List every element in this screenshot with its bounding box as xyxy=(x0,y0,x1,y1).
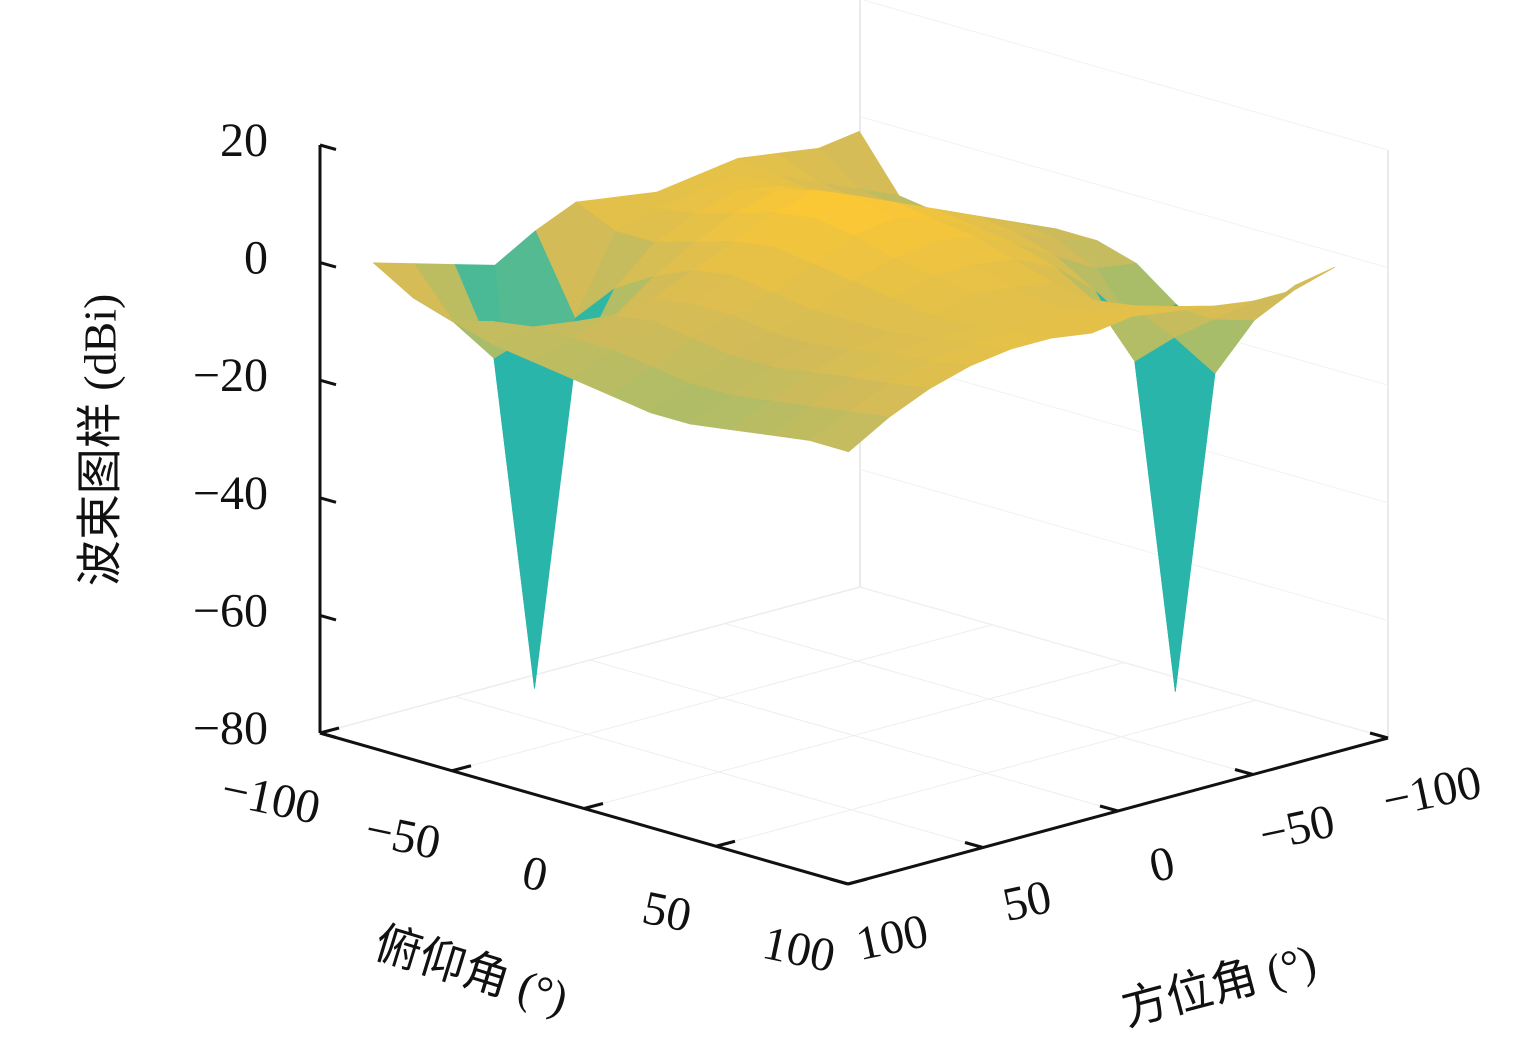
z-tick-label: −20 xyxy=(193,349,268,402)
z-tick xyxy=(319,496,337,504)
x-tick xyxy=(715,839,736,848)
y-tick xyxy=(1234,768,1254,776)
z-tick-label: −40 xyxy=(193,467,268,520)
x-tick xyxy=(583,802,604,810)
y-tick xyxy=(964,841,984,849)
x-tick xyxy=(847,877,868,886)
z-tick xyxy=(319,143,337,151)
z-axis-label: 波束图样 (dBi) xyxy=(75,294,126,587)
y-tick xyxy=(1099,804,1119,813)
y-tick xyxy=(1369,731,1389,740)
z-tick-label: 0 xyxy=(244,232,268,285)
z-tick-label: −80 xyxy=(193,702,268,755)
surface xyxy=(372,130,1335,692)
x-tick xyxy=(319,726,340,735)
x-tick-label: 50 xyxy=(638,881,696,943)
grid-line xyxy=(454,696,984,848)
axes: −80−60−40−20020−100−50050100−100−5005010… xyxy=(193,114,1486,983)
grid-line xyxy=(859,468,1389,621)
grid-line xyxy=(859,116,1389,269)
y-tick xyxy=(829,877,849,886)
grid-line xyxy=(724,623,1254,775)
y-tick-label: 50 xyxy=(998,870,1056,932)
z-tick-label: 20 xyxy=(220,114,268,167)
z-tick xyxy=(319,613,337,622)
z-tick xyxy=(319,378,337,387)
surface-cell xyxy=(808,411,890,453)
z-tick-label: −60 xyxy=(193,584,268,637)
z-tick xyxy=(319,261,337,269)
grid-line xyxy=(859,586,1389,739)
grid-line xyxy=(589,659,1119,812)
x-tick xyxy=(451,764,472,773)
grid-line xyxy=(861,0,1389,151)
